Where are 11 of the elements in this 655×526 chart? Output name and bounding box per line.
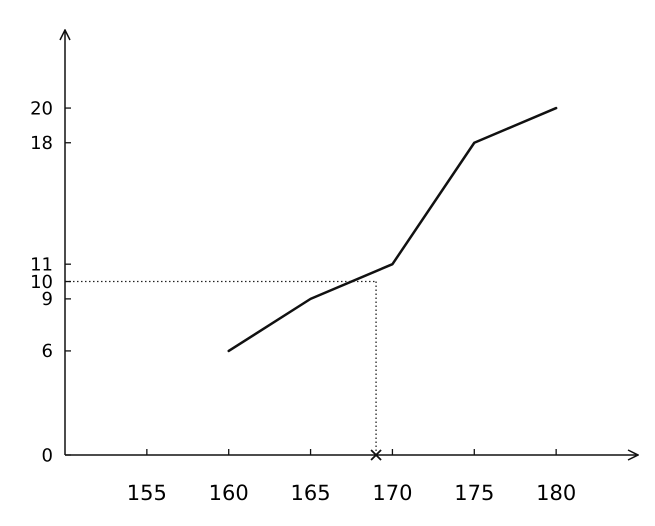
x-tick-label: 175 [454,481,494,505]
x-tick-label: 155 [126,481,167,505]
x-tick-label: 165 [290,481,331,505]
y-tick-label: 6 [42,341,53,362]
x-tick-label: 170 [372,481,412,505]
line-series [227,106,558,352]
x-tick-label: 180 [536,481,576,505]
y-tick-label: 18 [30,133,53,154]
y-tick-label: 20 [30,98,53,120]
x-tick-label: 160 [208,481,249,505]
y-tick-label: 0 [42,445,53,466]
